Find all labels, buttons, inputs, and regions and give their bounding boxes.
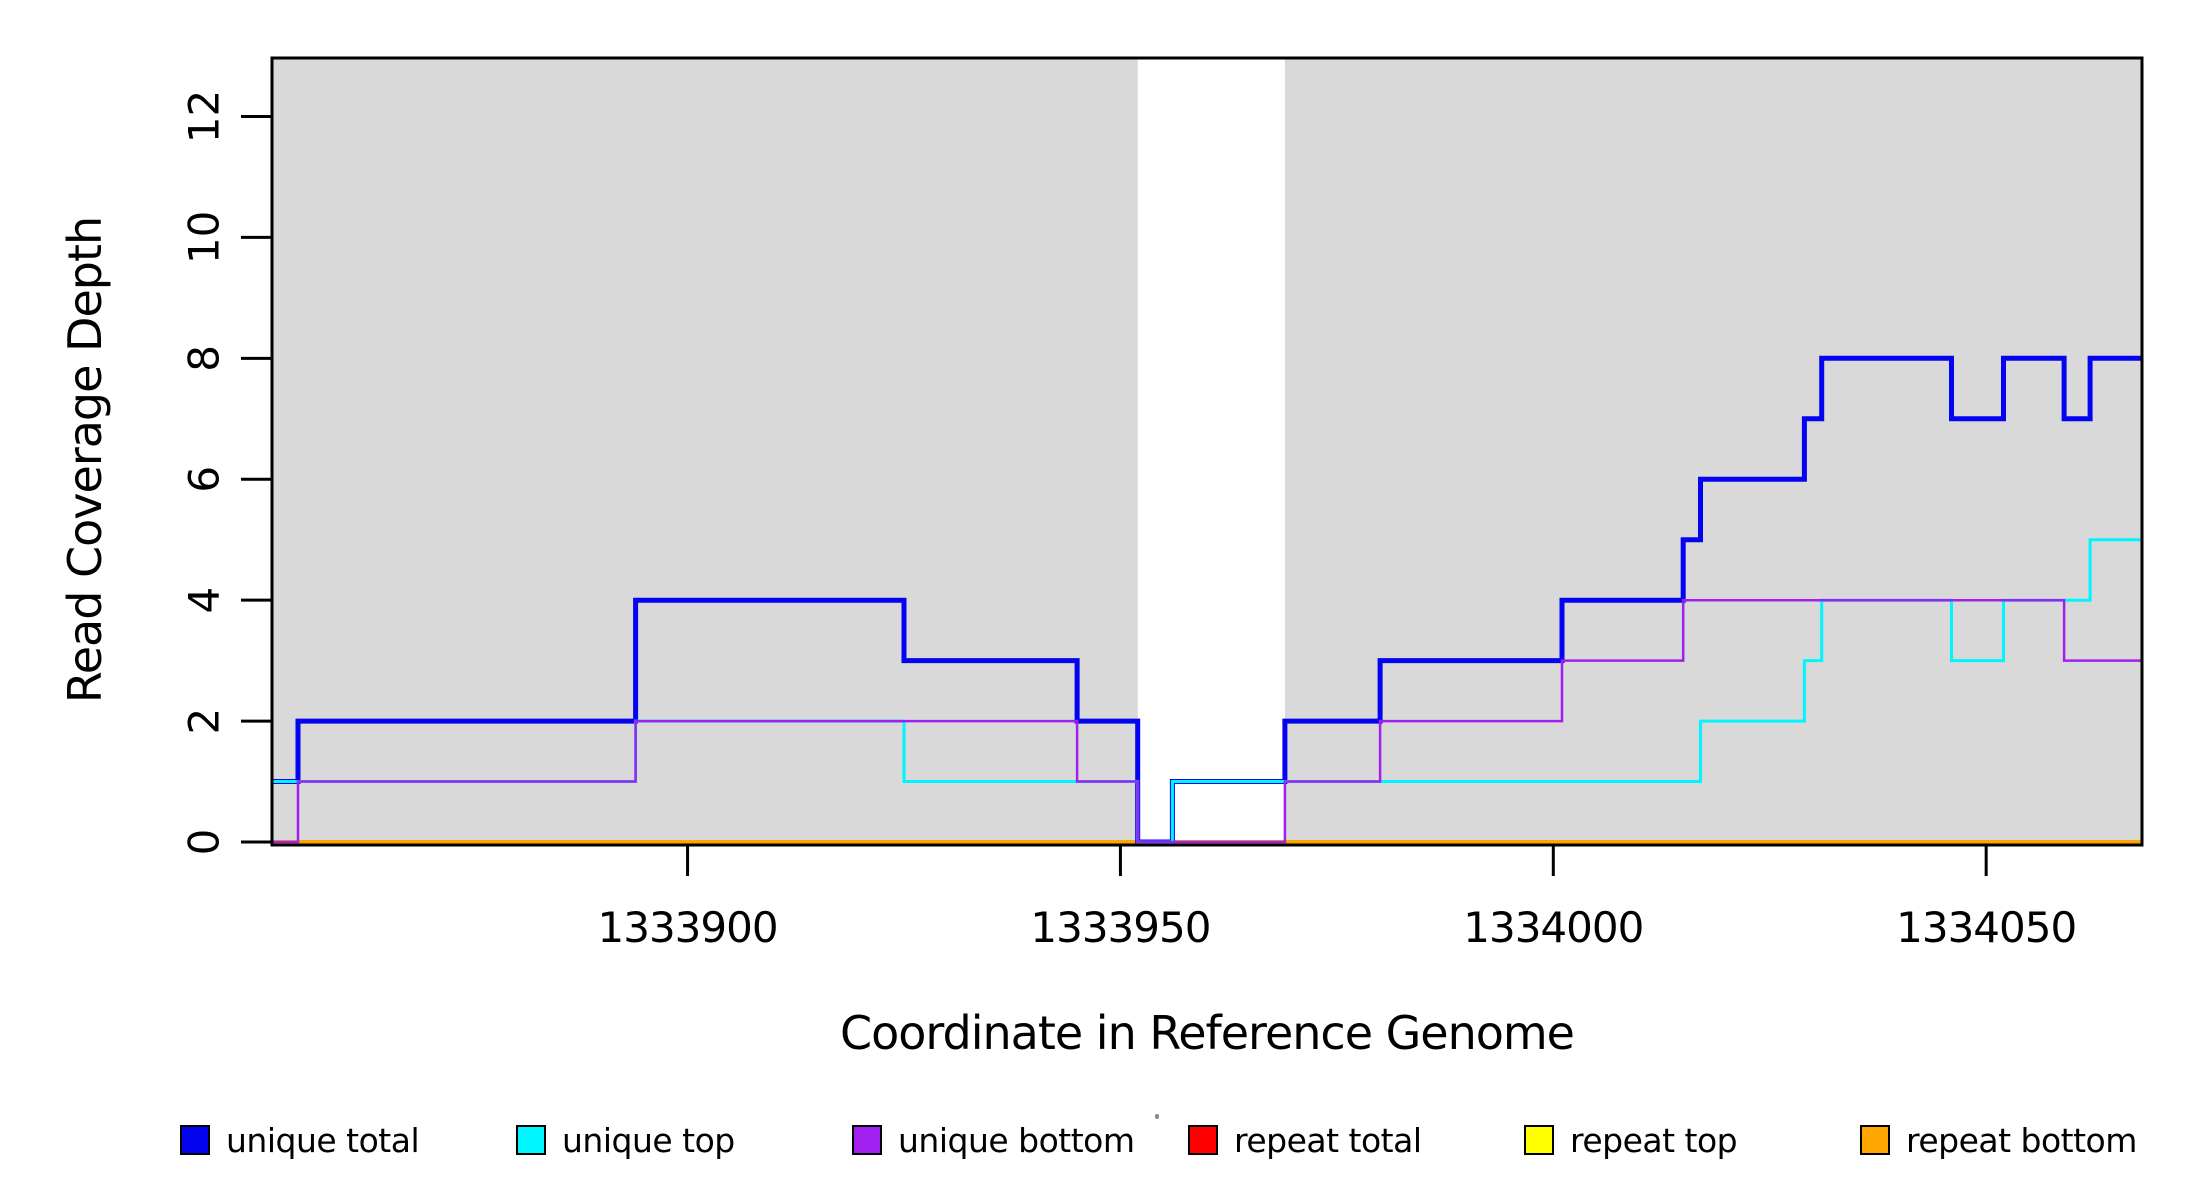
legend-item-repeat-top: repeat top <box>1524 1120 1738 1160</box>
series-unique-total <box>272 355 2142 845</box>
legend-label: repeat top <box>1570 1120 1738 1160</box>
legend-label: unique bottom <box>898 1120 1135 1160</box>
legend-item-unique-top: unique top <box>516 1120 735 1160</box>
unique-bottom-swatch <box>852 1125 882 1155</box>
legend-label: repeat total <box>1234 1120 1422 1160</box>
series-unique-bottom <box>272 598 2142 844</box>
y-axis-title: Read Coverage Depth <box>58 216 112 704</box>
repeat-total-swatch <box>1188 1125 1218 1155</box>
y-tick-label: 8 <box>180 345 229 372</box>
shaded-region <box>272 58 1138 845</box>
x-axis-title: Coordinate in Reference Genome <box>840 1006 1575 1060</box>
legend-label: unique total <box>226 1120 420 1160</box>
legend-label: repeat bottom <box>1906 1120 2137 1160</box>
legend-item-unique-total: unique total <box>180 1120 420 1160</box>
y-tick-label: 12 <box>180 90 229 143</box>
series-unique-top <box>272 538 2142 844</box>
repeat-top-swatch <box>1524 1125 1554 1155</box>
plot-box <box>270 56 2144 847</box>
y-tick-label: 10 <box>180 211 229 264</box>
x-tick-label: 1333900 <box>598 903 778 952</box>
unique-total-swatch <box>180 1125 210 1155</box>
y-tick-label: 6 <box>180 466 229 493</box>
x-tick-label: 1333950 <box>1030 903 1210 952</box>
legend-label: unique top <box>562 1120 735 1160</box>
shaded-region <box>1284 58 2142 845</box>
y-tick-label: 4 <box>180 587 229 614</box>
repeat-bottom-swatch <box>1860 1125 1890 1155</box>
legend-item-unique-bottom: unique bottom <box>852 1120 1135 1160</box>
stray-dot-artifact <box>1155 1114 1159 1119</box>
y-tick-label: 2 <box>180 708 229 735</box>
unique-top-swatch <box>516 1125 546 1155</box>
x-tick-label: 1334000 <box>1463 903 1643 952</box>
y-tick-label: 0 <box>180 829 229 856</box>
legend-item-repeat-total: repeat total <box>1188 1120 1422 1160</box>
legend-item-repeat-bottom: repeat bottom <box>1860 1120 2137 1160</box>
x-tick-label: 1334050 <box>1896 903 2076 952</box>
